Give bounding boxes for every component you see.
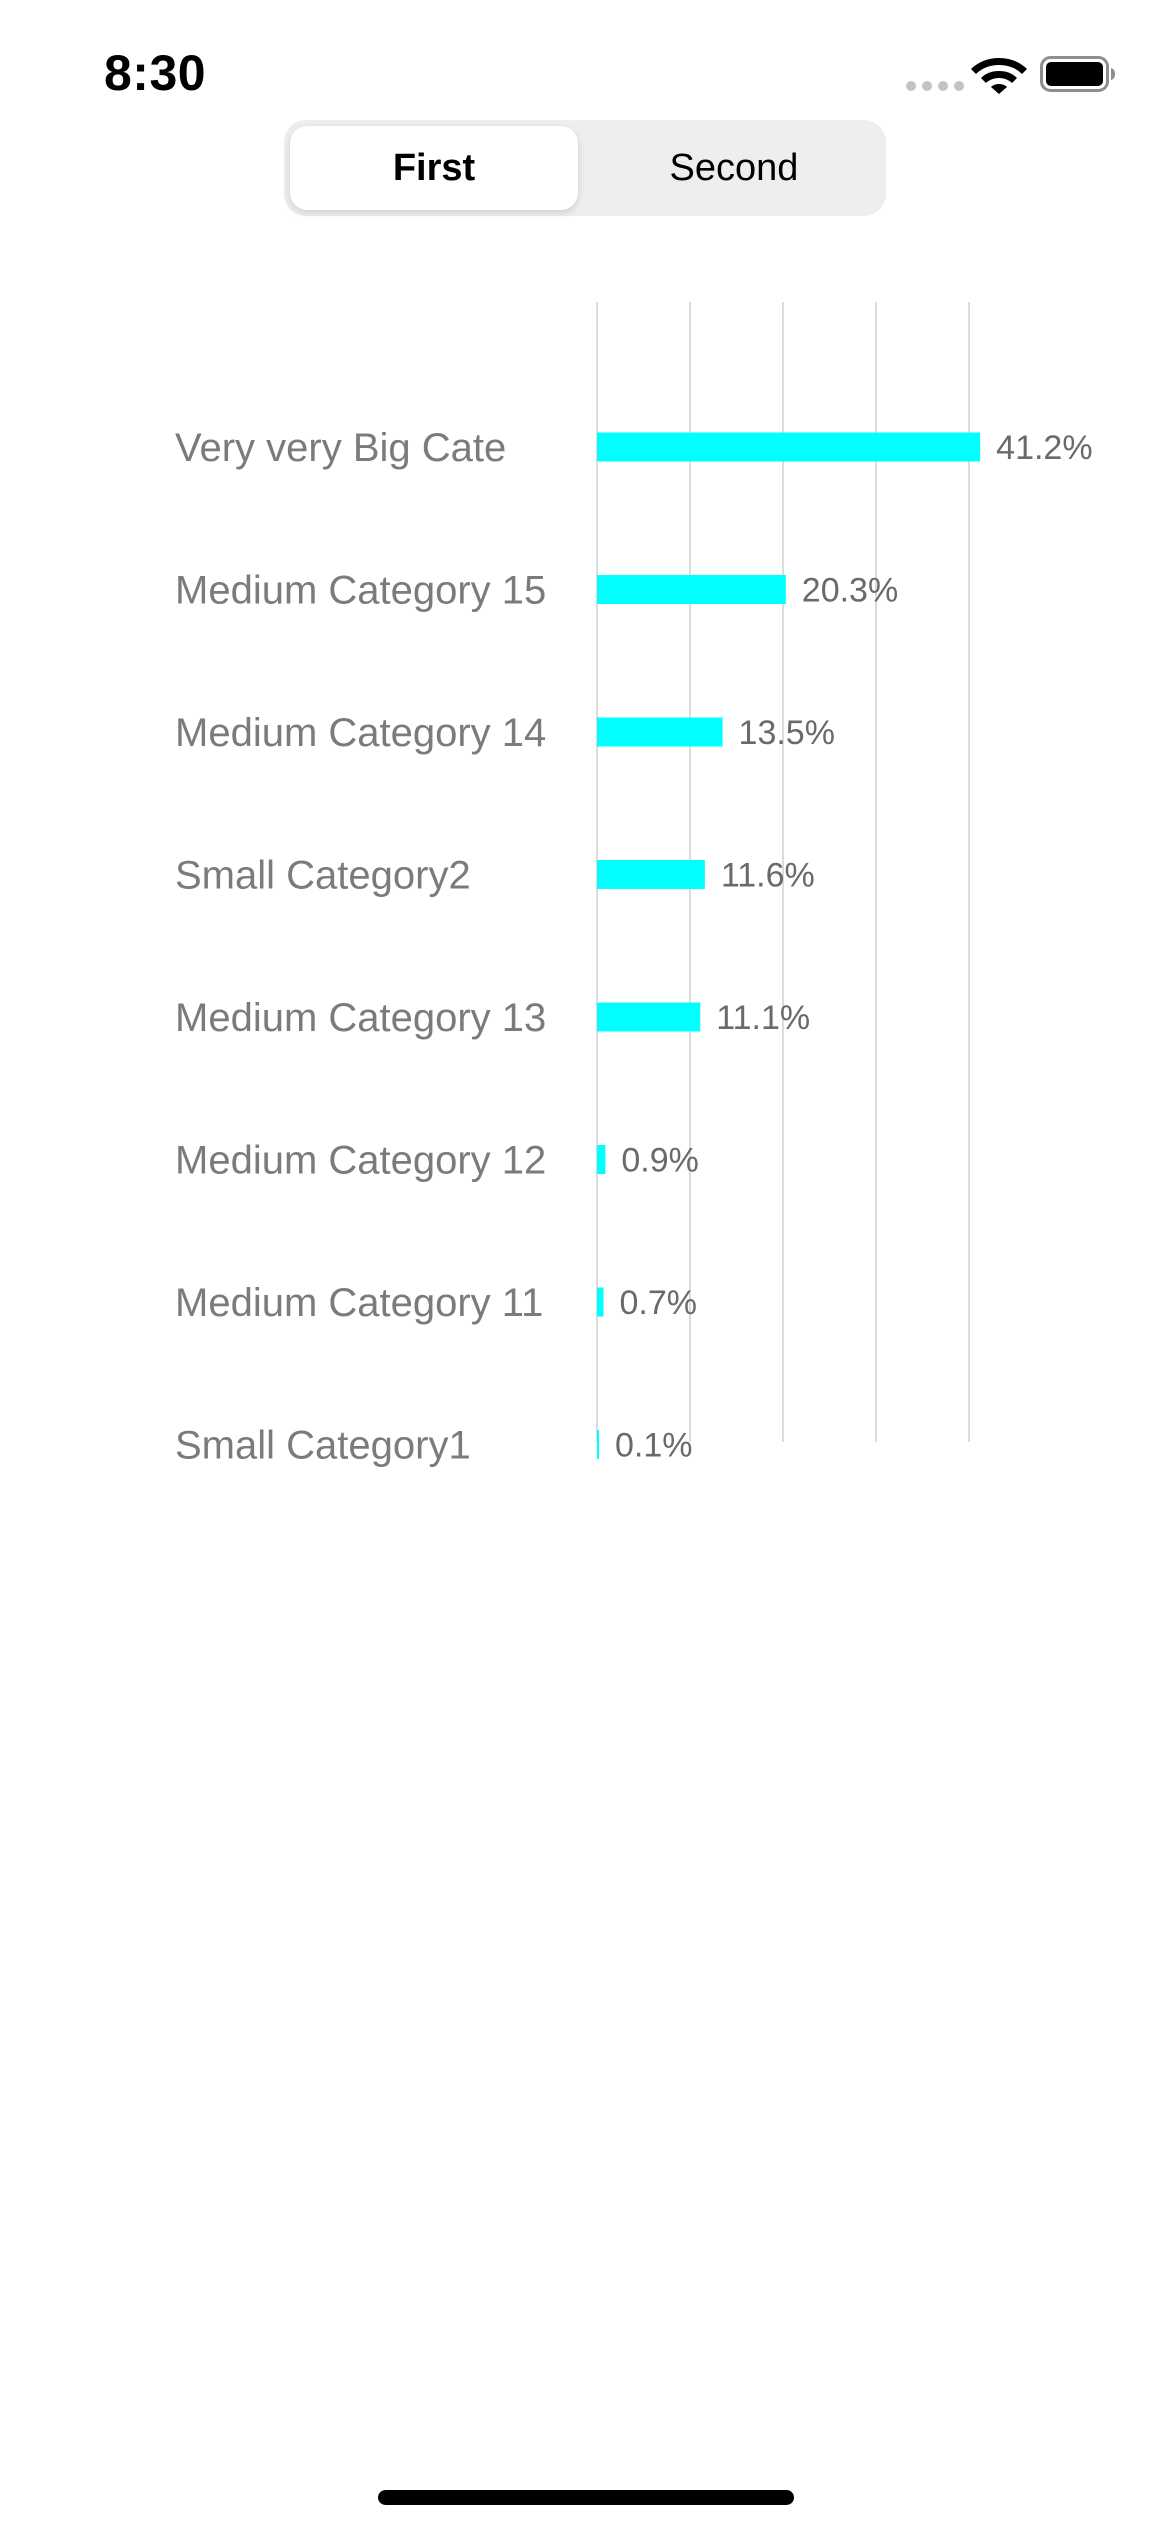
segment-second[interactable]: Second (669, 146, 799, 189)
bar-chart-svg: Very very Big Cate 41.2% Medium Category 1… (175, 302, 1093, 1468)
value-label: 13.5% (739, 714, 835, 752)
status-time: 8:30 (104, 45, 207, 101)
status-bar: 8:30 (0, 0, 1170, 150)
bar (597, 1002, 701, 1032)
value-label: 20.3% (802, 572, 898, 610)
bar (597, 1287, 604, 1317)
bar (597, 575, 786, 604)
category-label: Medium Category 15 (175, 569, 546, 613)
segment-first[interactable]: First (290, 126, 578, 210)
value-label: 0.7% (620, 1284, 698, 1322)
value-label: 11.6% (721, 857, 815, 895)
category-label: Medium Category 12 (175, 1139, 546, 1183)
category-label: Medium Category 11 (175, 1281, 543, 1325)
value-label: 0.1% (615, 1427, 693, 1465)
bar (597, 1430, 599, 1459)
category-label: Medium Category 13 (175, 996, 546, 1040)
bar (597, 717, 723, 747)
value-label: 11.1% (716, 999, 810, 1037)
bar-chart: Very very Big Cate 41.2% Medium Category 1… (175, 302, 1093, 1468)
category-label: Medium Category 14 (175, 711, 546, 755)
segmented-control: First Second (284, 120, 886, 216)
bar (597, 432, 981, 462)
value-label: 0.9% (621, 1142, 699, 1180)
home-indicator[interactable] (378, 2490, 794, 2505)
bar (597, 860, 705, 889)
cellular-signal-icon (906, 81, 964, 91)
category-label: Very very Big Cate (175, 426, 506, 470)
bar (597, 1145, 606, 1174)
category-label: Small Category1 (175, 1424, 471, 1468)
battery-icon (1040, 56, 1115, 92)
wifi-icon (971, 58, 1027, 94)
category-label: Small Category2 (175, 854, 471, 898)
value-label: 41.2% (996, 429, 1092, 467)
